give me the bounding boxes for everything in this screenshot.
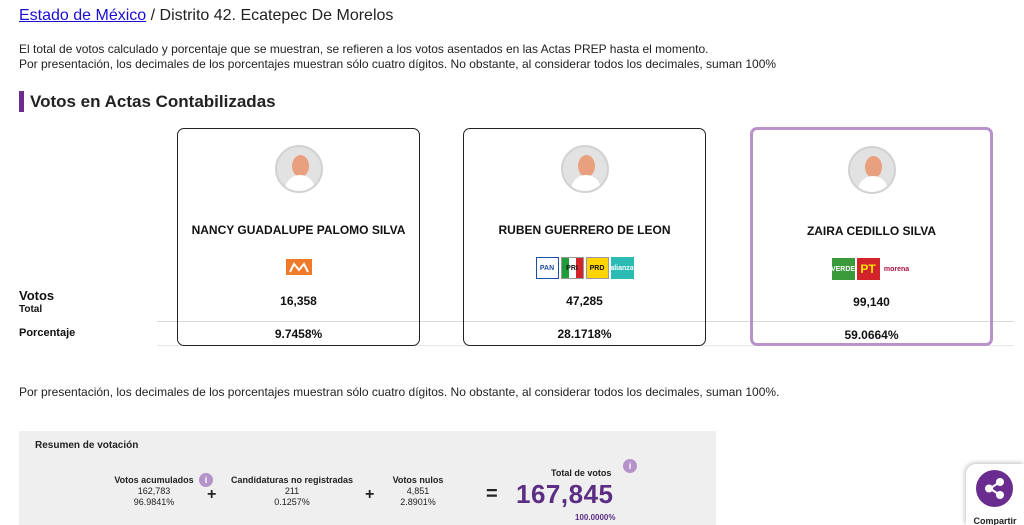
candidate-votes: 47,285 xyxy=(566,294,603,308)
stat-label: Candidaturas no registradas xyxy=(230,475,354,485)
candidate-card[interactable]: RUBEN GUERRERO DE LEON PAN PRI PRD alian… xyxy=(463,128,706,346)
equals-sign: = xyxy=(486,483,498,505)
info-icon[interactable]: i xyxy=(623,459,637,473)
stat-percent: 0.1257% xyxy=(274,497,310,507)
candidate-percent: 59.0664% xyxy=(844,328,899,342)
share-widget[interactable]: Compartir xyxy=(966,464,1024,525)
share-icon xyxy=(985,478,1004,499)
stat-unregistered: Candidaturas no registradas 211 0.1257% xyxy=(227,475,357,508)
candidate-name: ZAIRA CEDILLO SILVA xyxy=(806,224,937,238)
candidate-percent: 9.7458% xyxy=(274,327,323,341)
total-votes-value: 167,845 xyxy=(516,479,614,509)
row-label-votos: Votos xyxy=(19,288,55,303)
prd-logo: PRD xyxy=(585,257,609,279)
vote-summary-panel: Resumen de votación Votos acumulados 162… xyxy=(19,431,716,525)
share-label: Compartir xyxy=(973,516,1017,525)
party-logos: PAN PRI PRD alianza xyxy=(464,257,705,279)
share-button[interactable] xyxy=(976,470,1013,507)
breadcrumb: Estado de México / Distrito 42. Ecatepec… xyxy=(19,7,393,25)
stat-value: 4,851 xyxy=(406,486,430,496)
intro-text: El total de votos calculado y porcentaje… xyxy=(19,42,776,72)
avatar-icon xyxy=(274,145,323,193)
decimals-note: Por presentación, los decimales de los p… xyxy=(19,385,780,399)
stat-value: 211 xyxy=(284,486,300,496)
stat-null-votes: Votos nulos 4,851 2.8901% xyxy=(383,475,453,508)
verde-logo: VERDE xyxy=(831,258,855,280)
stat-accumulated: Votos acumulados 162,783 96.9841% xyxy=(109,475,199,508)
pan-logo: PAN xyxy=(535,257,559,279)
intro-line-1: El total de votos calculado y porcentaje… xyxy=(19,42,709,56)
stat-percent: 2.8901% xyxy=(400,497,436,507)
breadcrumb-district: / Distrito 42. Ecatepec De Morelos xyxy=(146,7,394,24)
pri-logo: PRI xyxy=(560,257,584,279)
candidate-card[interactable]: NANCY GUADALUPE PALOMO SILVA 16,358 9.74… xyxy=(177,128,420,346)
morena-logo: morena xyxy=(881,258,912,280)
party-logos: VERDE PT morena xyxy=(753,258,990,280)
candidate-percent: 28.1718% xyxy=(557,327,612,341)
row-label-porcentaje: Porcentaje xyxy=(19,327,76,339)
total-votes-percent: 100.0000% xyxy=(575,513,616,522)
movimiento-ciudadano-logo xyxy=(285,259,312,275)
plus-sign: + xyxy=(365,486,375,503)
plus-sign: + xyxy=(207,486,217,503)
stat-percent: 96.9841% xyxy=(133,497,175,507)
summary-title: Resumen de votación xyxy=(35,440,139,451)
avatar-icon xyxy=(560,145,609,193)
avatar-icon xyxy=(847,146,896,194)
candidate-card-winner[interactable]: ZAIRA CEDILLO SILVA VERDE PT morena 99,1… xyxy=(750,127,993,346)
party-logos xyxy=(178,257,419,275)
row-divider xyxy=(157,321,1014,322)
info-icon[interactable]: i xyxy=(199,473,213,487)
alianza-logo: alianza xyxy=(610,257,634,279)
candidate-name: NANCY GUADALUPE PALOMO SILVA xyxy=(191,223,406,237)
row-label-total: Total xyxy=(19,304,43,315)
candidate-name: RUBEN GUERRERO DE LEON xyxy=(498,223,671,237)
intro-line-2: Por presentación, los decimales de los p… xyxy=(19,57,777,71)
candidate-votes: 99,140 xyxy=(853,295,890,309)
stat-label: Votos nulos xyxy=(392,475,444,485)
total-label: Total de votos xyxy=(551,468,612,478)
stat-label: Votos acumulados xyxy=(114,475,194,485)
stat-value: 162,783 xyxy=(137,486,171,496)
section-title: Votos en Actas Contabilizadas xyxy=(19,91,276,112)
breadcrumb-state-link[interactable]: Estado de México xyxy=(19,7,147,24)
pt-logo: PT xyxy=(856,258,880,280)
candidate-votes: 16,358 xyxy=(280,294,317,308)
